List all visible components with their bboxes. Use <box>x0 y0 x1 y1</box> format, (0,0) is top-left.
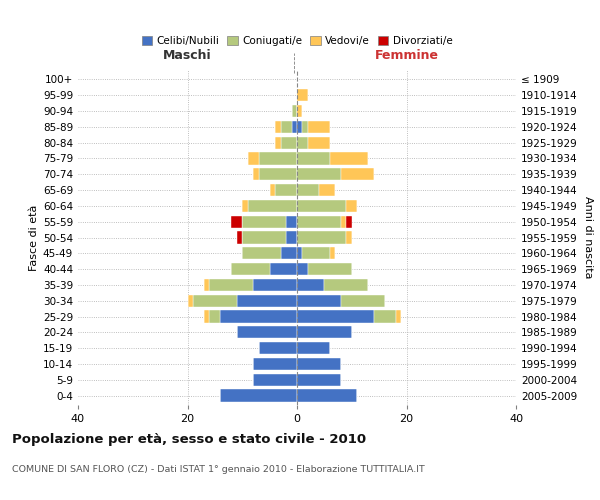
Bar <box>346 232 352 243</box>
Bar <box>297 105 302 117</box>
Bar <box>253 358 297 370</box>
Bar <box>330 247 335 260</box>
Bar <box>209 310 220 322</box>
Text: Femmine: Femmine <box>374 48 439 62</box>
Bar <box>297 374 341 386</box>
Bar <box>297 390 357 402</box>
Bar <box>297 310 374 322</box>
Bar <box>341 168 374 180</box>
Bar <box>297 136 308 149</box>
Bar <box>297 294 341 307</box>
Bar <box>253 168 259 180</box>
Bar <box>253 374 297 386</box>
Bar <box>308 136 330 149</box>
Bar <box>319 184 335 196</box>
Bar <box>297 326 352 338</box>
Bar <box>292 105 297 117</box>
Bar <box>302 120 308 133</box>
Bar <box>269 263 297 276</box>
Bar <box>259 152 297 164</box>
Bar <box>341 216 346 228</box>
Bar <box>237 232 242 243</box>
Bar <box>281 120 292 133</box>
Bar <box>281 247 297 260</box>
Bar <box>302 247 330 260</box>
Bar <box>346 216 352 228</box>
Bar <box>308 120 330 133</box>
Bar <box>308 263 352 276</box>
Bar <box>242 200 248 212</box>
Bar <box>297 263 308 276</box>
Bar <box>248 152 259 164</box>
Bar <box>395 310 401 322</box>
Bar <box>297 152 330 164</box>
Bar <box>297 184 319 196</box>
Bar <box>325 278 368 291</box>
Bar <box>330 152 368 164</box>
Bar <box>242 216 286 228</box>
Bar <box>204 310 209 322</box>
Bar <box>297 342 330 354</box>
Bar <box>237 326 297 338</box>
Bar <box>297 120 302 133</box>
Bar <box>187 294 193 307</box>
Bar <box>242 232 286 243</box>
Legend: Celibi/Nubili, Coniugati/e, Vedovi/e, Divorziati/e: Celibi/Nubili, Coniugati/e, Vedovi/e, Di… <box>137 32 457 50</box>
Bar <box>297 358 341 370</box>
Y-axis label: Fasce di età: Fasce di età <box>29 204 39 270</box>
Bar <box>275 136 281 149</box>
Bar <box>297 89 308 102</box>
Text: Popolazione per età, sesso e stato civile - 2010: Popolazione per età, sesso e stato civil… <box>12 432 366 446</box>
Bar <box>220 310 297 322</box>
Bar <box>297 168 341 180</box>
Bar <box>341 294 385 307</box>
Text: Maschi: Maschi <box>163 48 212 62</box>
Bar <box>269 184 275 196</box>
Bar <box>232 263 269 276</box>
Bar <box>204 278 209 291</box>
Bar <box>259 342 297 354</box>
Bar <box>346 200 357 212</box>
Bar <box>292 120 297 133</box>
Bar <box>253 278 297 291</box>
Bar <box>259 168 297 180</box>
Bar <box>297 216 341 228</box>
Bar <box>209 278 253 291</box>
Bar <box>374 310 395 322</box>
Bar <box>220 390 297 402</box>
Bar <box>297 278 325 291</box>
Bar <box>237 294 297 307</box>
Y-axis label: Anni di nascita: Anni di nascita <box>583 196 593 279</box>
Bar <box>281 136 297 149</box>
Bar <box>193 294 237 307</box>
Bar <box>275 120 281 133</box>
Bar <box>275 184 297 196</box>
Bar <box>232 216 242 228</box>
Bar <box>297 247 302 260</box>
Bar <box>297 200 346 212</box>
Bar <box>248 200 297 212</box>
Bar <box>297 232 346 243</box>
Text: COMUNE DI SAN FLORO (CZ) - Dati ISTAT 1° gennaio 2010 - Elaborazione TUTTITALIA.: COMUNE DI SAN FLORO (CZ) - Dati ISTAT 1°… <box>12 466 425 474</box>
Bar <box>286 232 297 243</box>
Bar <box>242 247 281 260</box>
Bar <box>286 216 297 228</box>
